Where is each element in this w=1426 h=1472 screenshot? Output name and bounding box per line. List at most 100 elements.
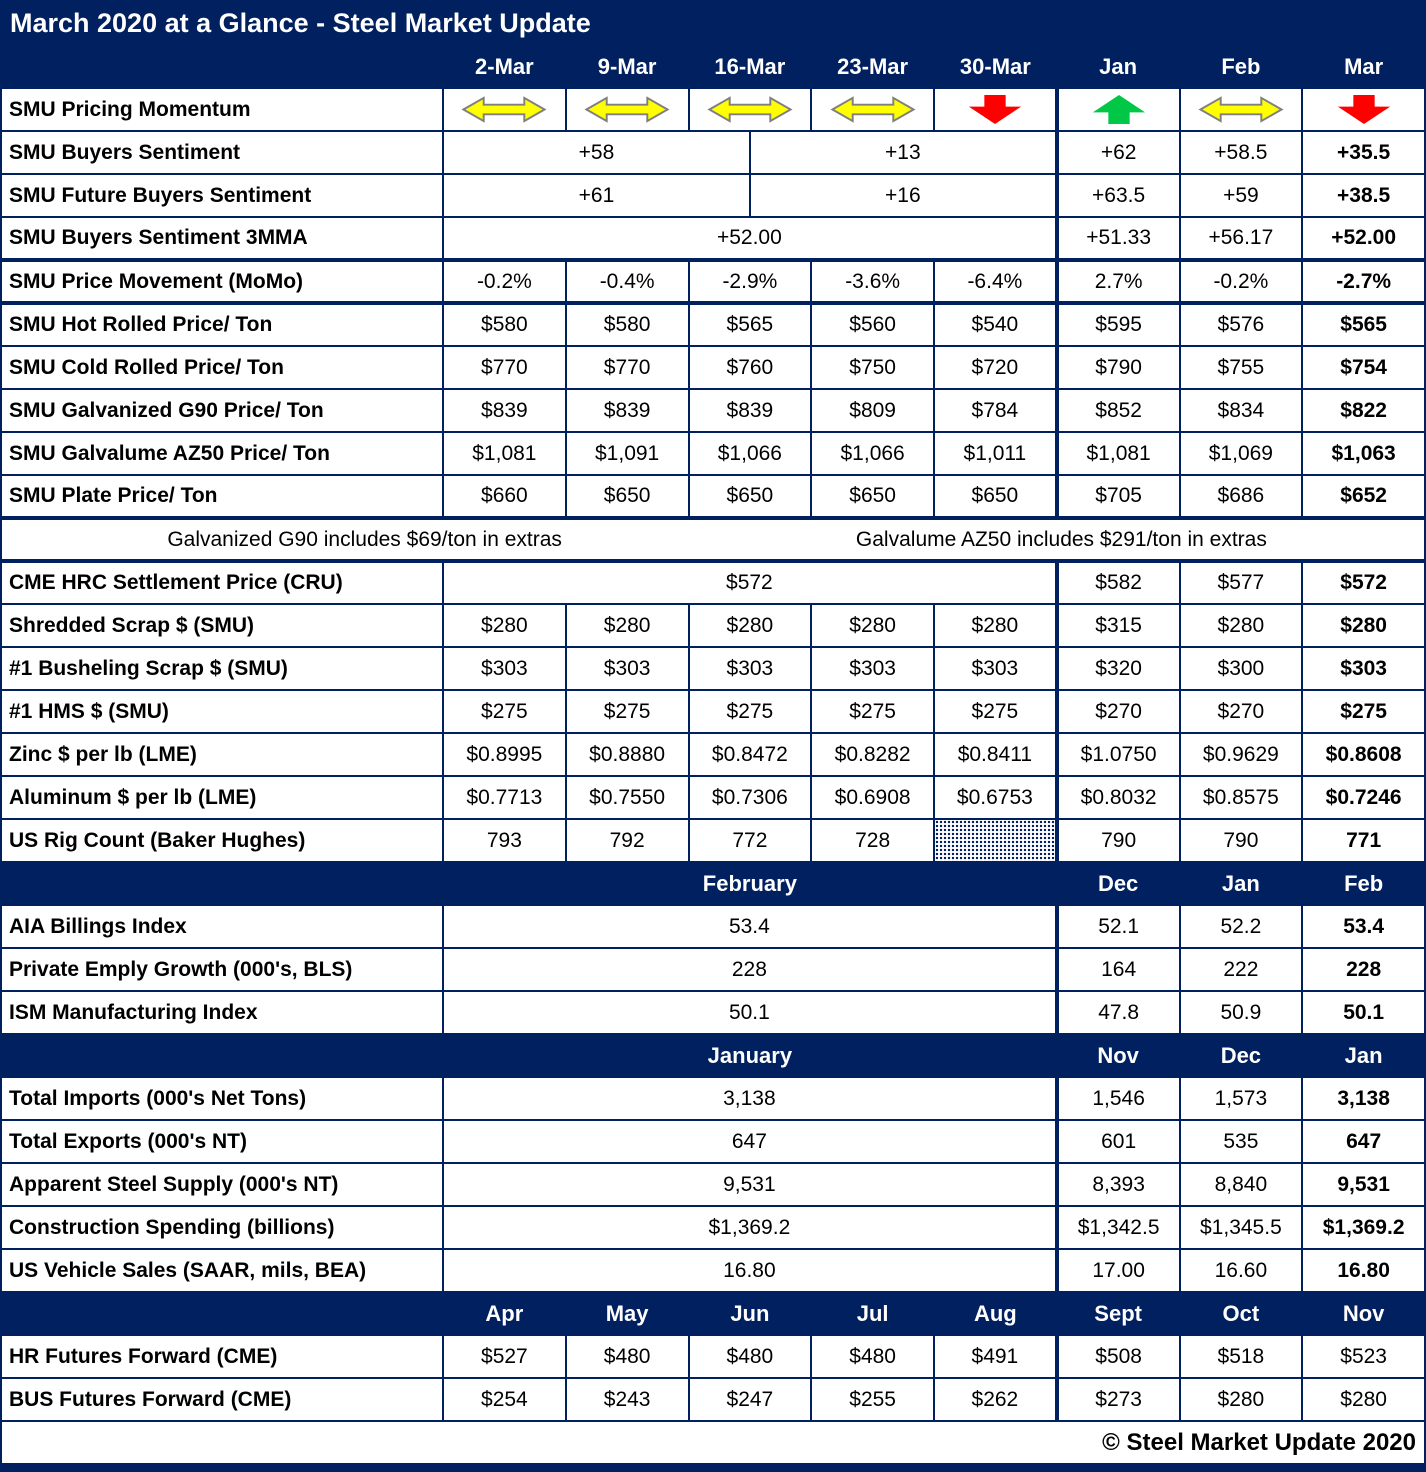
table-row-aluminum: Aluminum $ per lb (LME) $0.7713 $0.7550 … [0, 775, 1426, 820]
table-row-galvanized-g90: SMU Galvanized G90 Price/ Ton $839 $839 … [0, 388, 1426, 433]
cell-value: -0.2% [442, 258, 567, 304]
cell-value: $839 [442, 388, 567, 433]
cell-value: $1.0750 [1054, 732, 1181, 777]
cell-value: $760 [687, 345, 813, 390]
row-label: Shredded Scrap $ (SMU) [0, 603, 444, 648]
no-data-pattern-cell [933, 818, 1058, 863]
cell-value: $720 [933, 345, 1058, 390]
cell-value: -2.7% [1301, 258, 1426, 304]
cell-value: $270 [1178, 689, 1304, 734]
cell-value: $652 [1301, 474, 1426, 519]
row-label: SMU Future Buyers Sentiment [0, 173, 444, 218]
row-label: US Vehicle Sales (SAAR, mils, BEA) [0, 1248, 444, 1293]
table-row-cold-rolled: SMU Cold Rolled Price/ Ton $770 $770 $76… [0, 345, 1426, 390]
row-label: SMU Price Movement (MoMo) [0, 258, 444, 304]
cell-value: +51.33 [1054, 216, 1181, 261]
row-label: SMU Cold Rolled Price/ Ton [0, 345, 444, 390]
row-label: Aluminum $ per lb (LME) [0, 775, 444, 820]
cell-value: 1,546 [1054, 1076, 1181, 1121]
col-header-2mar: 2-Mar [442, 44, 567, 89]
momentum-cell [564, 87, 690, 132]
table-row-price-movement: SMU Price Movement (MoMo) -0.2% -0.4% -2… [0, 258, 1426, 304]
cell-value: $1,081 [1054, 431, 1181, 476]
cell-value: $303 [687, 646, 813, 691]
cell-value: $518 [1178, 1334, 1304, 1379]
cell-value: $650 [564, 474, 690, 519]
cell-value: $577 [1178, 559, 1304, 605]
cell-value: $262 [933, 1377, 1058, 1422]
table-row-apparent-supply: Apparent Steel Supply (000's NT) 9,531 8… [0, 1162, 1426, 1207]
cell-value: -0.2% [1178, 258, 1304, 304]
cell-value: $770 [442, 345, 567, 390]
column-header-row: 2-Mar 9-Mar 16-Mar 23-Mar 30-Mar Jan Feb… [0, 44, 1426, 89]
cell-value: $572 [1301, 559, 1426, 605]
cell-value: $280 [1301, 1377, 1426, 1422]
row-label: Apparent Steel Supply (000's NT) [0, 1162, 444, 1207]
down-arrow-icon [968, 94, 1022, 125]
band-month-header: Apr [442, 1291, 567, 1336]
cell-value: $809 [810, 388, 935, 433]
cell-value: 228 [442, 947, 1058, 992]
table-row-bus-futures: BUS Futures Forward (CME) $254 $243 $247… [0, 1377, 1426, 1422]
cell-value: 50.1 [442, 990, 1058, 1035]
cell-value: $280 [1178, 603, 1304, 648]
section-band-economic: February Dec Jan Feb [0, 861, 1426, 906]
band-month-header: Aug [933, 1291, 1058, 1336]
cell-value: $852 [1054, 388, 1181, 433]
cell-value: $572 [442, 559, 1058, 605]
cell-value: 9,531 [442, 1162, 1058, 1207]
row-label: SMU Pricing Momentum [0, 87, 444, 132]
col-header-mar: Mar [1301, 44, 1426, 89]
table-row-zinc: Zinc $ per lb (LME) $0.8995 $0.8880 $0.8… [0, 732, 1426, 777]
cell-value: 16.80 [442, 1248, 1058, 1293]
cell-value: $275 [442, 689, 567, 734]
table-row-aia-billings: AIA Billings Index 53.4 52.1 52.2 53.4 [0, 904, 1426, 949]
cell-value: $1,081 [442, 431, 567, 476]
band-month-header: Jul [810, 1291, 935, 1336]
cell-value: 16.60 [1178, 1248, 1304, 1293]
cell-value: $243 [564, 1377, 690, 1422]
band-month-header: Oct [1178, 1291, 1304, 1336]
table-row-total-imports: Total Imports (000's Net Tons) 3,138 1,5… [0, 1076, 1426, 1121]
row-label: US Rig Count (Baker Hughes) [0, 818, 444, 863]
table-row-plate: SMU Plate Price/ Ton $660 $650 $650 $650… [0, 474, 1426, 519]
band-spacer [0, 1033, 444, 1078]
cell-value: $580 [564, 301, 690, 347]
cell-value: $1,063 [1301, 431, 1426, 476]
row-label: AIA Billings Index [0, 904, 444, 949]
cell-value: $0.6908 [810, 775, 935, 820]
col-header-9mar: 9-Mar [564, 44, 690, 89]
band-spacer [0, 1291, 444, 1336]
table-row-galvalume-az50: SMU Galvalume AZ50 Price/ Ton $1,081 $1,… [0, 431, 1426, 476]
row-label: ISM Manufacturing Index [0, 990, 444, 1035]
cell-value: $839 [564, 388, 690, 433]
cell-value: $686 [1178, 474, 1304, 519]
cell-value: $275 [810, 689, 935, 734]
cell-value: $834 [1178, 388, 1304, 433]
cell-value: $0.8282 [810, 732, 935, 777]
row-label: SMU Buyers Sentiment 3MMA [0, 216, 444, 261]
cell-value: $247 [687, 1377, 813, 1422]
table-row-total-exports: Total Exports (000's NT) 647 601 535 647 [0, 1119, 1426, 1164]
cell-value: 535 [1178, 1119, 1304, 1164]
row-label: Construction Spending (billions) [0, 1205, 444, 1250]
up-arrow-icon [1092, 94, 1145, 125]
band-month-header: Jan [1178, 861, 1304, 906]
cell-value: +63.5 [1054, 173, 1181, 218]
cell-value: 3,138 [1301, 1076, 1426, 1121]
band-month-header: Dec [1178, 1033, 1304, 1078]
table-row-buyers-sentiment: SMU Buyers Sentiment +58 +13 +62 +58.5 +… [0, 130, 1426, 175]
cell-value: $0.7550 [564, 775, 690, 820]
cell-value: 1,573 [1178, 1076, 1304, 1121]
band-spacer [0, 861, 444, 906]
cell-value: $595 [1054, 301, 1181, 347]
cell-value: $1,069 [1178, 431, 1304, 476]
cell-value: +59 [1178, 173, 1304, 218]
cell-value: 9,531 [1301, 1162, 1426, 1207]
band-month-header: Dec [1055, 861, 1181, 906]
cell-value: $0.9629 [1178, 732, 1304, 777]
cell-value: $540 [933, 301, 1058, 347]
cell-value: $0.8608 [1301, 732, 1426, 777]
cell-value: $280 [564, 603, 690, 648]
cell-value: $839 [687, 388, 813, 433]
